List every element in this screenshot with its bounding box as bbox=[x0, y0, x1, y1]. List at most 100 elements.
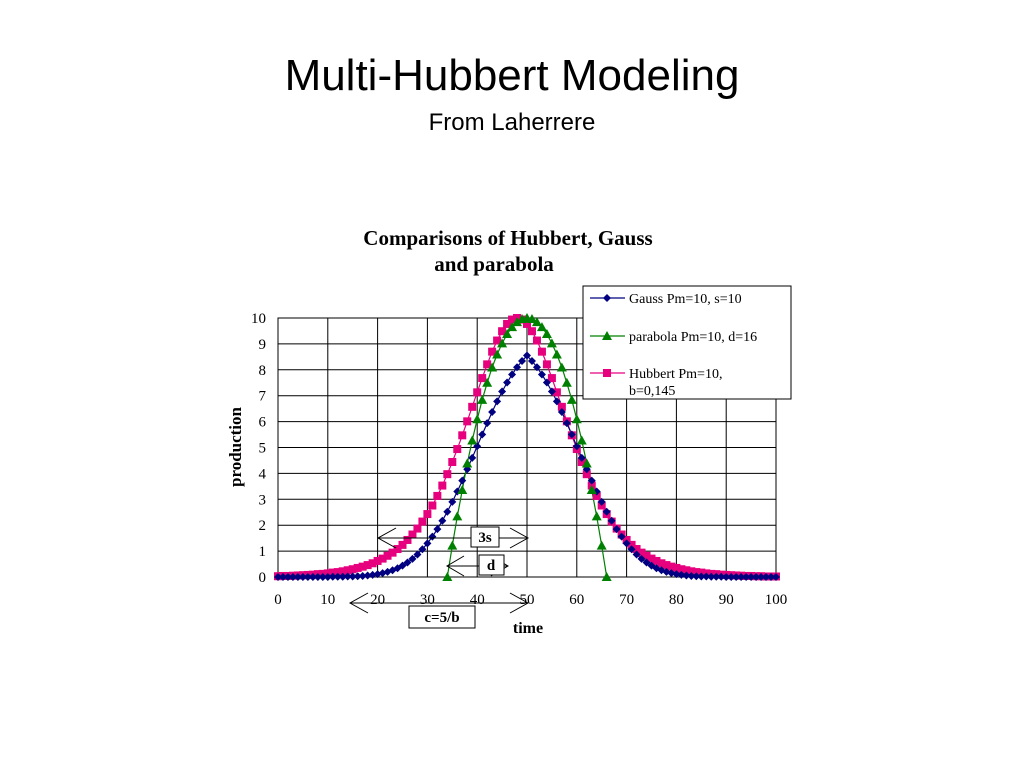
x-tick-label: 70 bbox=[619, 592, 634, 608]
data-point-square bbox=[463, 417, 472, 426]
y-tick-label: 0 bbox=[259, 570, 267, 586]
data-point-diamond bbox=[428, 532, 437, 541]
data-point-diamond bbox=[557, 408, 566, 417]
data-point-diamond bbox=[577, 453, 586, 462]
data-point-diamond bbox=[298, 573, 307, 581]
data-point-diamond bbox=[483, 419, 492, 428]
data-point-diamond bbox=[542, 378, 551, 387]
data-point-diamond bbox=[303, 573, 312, 581]
data-point-square bbox=[473, 388, 482, 397]
data-point-triangle bbox=[536, 322, 547, 332]
legend-marker-square bbox=[603, 369, 611, 377]
data-point-square bbox=[523, 319, 531, 328]
data-point-diamond bbox=[747, 573, 756, 581]
y-tick-label: 8 bbox=[259, 363, 267, 379]
data-point-diamond bbox=[398, 561, 407, 570]
data-point-square bbox=[423, 510, 432, 519]
y-tick-label: 7 bbox=[259, 389, 267, 405]
data-point-diamond bbox=[602, 507, 611, 516]
data-point-square bbox=[353, 563, 362, 572]
data-point-square bbox=[592, 491, 601, 500]
data-point-triangle bbox=[507, 322, 518, 332]
data-point-diamond bbox=[617, 532, 626, 541]
slide-subtitle: From Laherrere bbox=[428, 109, 596, 136]
data-point-triangle bbox=[482, 377, 493, 387]
c-label: c=5/b bbox=[424, 610, 459, 626]
data-point-square bbox=[637, 548, 646, 557]
x-tick-label: 20 bbox=[370, 592, 385, 608]
data-point-square bbox=[333, 568, 342, 577]
data-point-square bbox=[682, 566, 691, 575]
data-point-square bbox=[503, 319, 512, 328]
data-point-diamond bbox=[587, 476, 596, 485]
y-tick-label: 3 bbox=[259, 492, 267, 508]
data-point-diamond bbox=[612, 525, 621, 534]
three-s-label-box bbox=[470, 526, 500, 548]
data-point-triangle bbox=[457, 484, 468, 494]
legend-label: parabola Pm=10, d=16 bbox=[629, 330, 757, 345]
d-label-box bbox=[478, 554, 505, 576]
data-point-diamond bbox=[293, 573, 302, 581]
x-tick-label: 50 bbox=[520, 592, 535, 608]
data-point-triangle bbox=[561, 377, 572, 387]
data-point-triangle bbox=[541, 329, 552, 339]
data-point-square bbox=[448, 458, 457, 467]
data-point-square bbox=[438, 481, 447, 490]
data-point-square bbox=[483, 360, 492, 369]
data-point-triangle bbox=[502, 329, 513, 339]
data-point-diamond bbox=[343, 572, 352, 581]
data-point-square bbox=[627, 540, 636, 549]
data-point-diamond bbox=[274, 573, 282, 581]
d-label: d bbox=[487, 558, 496, 574]
data-point-square bbox=[542, 360, 551, 369]
three-s-arrow bbox=[376, 527, 530, 549]
data-point-triangle bbox=[477, 394, 488, 404]
data-point-square bbox=[672, 563, 681, 572]
data-point-diamond bbox=[742, 573, 751, 581]
data-point-diamond bbox=[607, 516, 616, 525]
data-point-square bbox=[642, 551, 651, 560]
data-point-triangle bbox=[497, 338, 508, 348]
legend-label: Gauss Pm=10, s=10 bbox=[629, 292, 742, 307]
data-point-triangle bbox=[492, 349, 503, 359]
data-point-square bbox=[687, 567, 696, 576]
data-point-triangle bbox=[596, 540, 607, 550]
x-tick-label: 40 bbox=[470, 592, 485, 608]
data-point-diamond bbox=[408, 554, 417, 563]
data-point-triangle bbox=[576, 435, 587, 445]
data-point-square bbox=[383, 551, 392, 560]
data-point-diamond bbox=[762, 573, 771, 581]
data-point-triangle bbox=[586, 484, 597, 494]
data-point-diamond bbox=[537, 370, 546, 379]
x-tick-label: 90 bbox=[719, 592, 734, 608]
y-tick-label: 2 bbox=[259, 518, 267, 534]
data-point-square bbox=[413, 524, 422, 533]
data-point-triangle bbox=[581, 458, 592, 468]
data-point-square bbox=[582, 470, 591, 479]
data-point-square bbox=[527, 327, 536, 336]
data-point-diamond bbox=[547, 387, 556, 396]
data-point-diamond bbox=[513, 363, 522, 372]
data-point-square bbox=[632, 545, 641, 554]
data-point-diamond bbox=[283, 573, 292, 581]
data-point-square bbox=[493, 336, 502, 345]
data-point-diamond bbox=[767, 573, 776, 581]
data-point-diamond bbox=[353, 572, 362, 581]
data-point-diamond bbox=[458, 476, 467, 485]
data-point-square bbox=[433, 491, 442, 500]
data-point-square bbox=[408, 530, 417, 539]
slide-title: Multi-Hubbert Modeling bbox=[284, 51, 740, 100]
data-point-square bbox=[652, 556, 661, 565]
data-point-square bbox=[393, 545, 402, 554]
data-point-diamond bbox=[448, 497, 457, 506]
data-point-diamond bbox=[722, 573, 731, 581]
data-point-square bbox=[368, 559, 377, 568]
data-point-diamond bbox=[518, 356, 527, 365]
y-tick-label: 9 bbox=[259, 337, 267, 353]
data-point-diamond bbox=[727, 573, 736, 581]
data-point-square bbox=[508, 315, 517, 324]
x-axis-label: time bbox=[513, 620, 543, 637]
data-point-square bbox=[358, 562, 367, 571]
data-point-diamond bbox=[627, 545, 636, 554]
x-tick-label: 10 bbox=[320, 592, 335, 608]
